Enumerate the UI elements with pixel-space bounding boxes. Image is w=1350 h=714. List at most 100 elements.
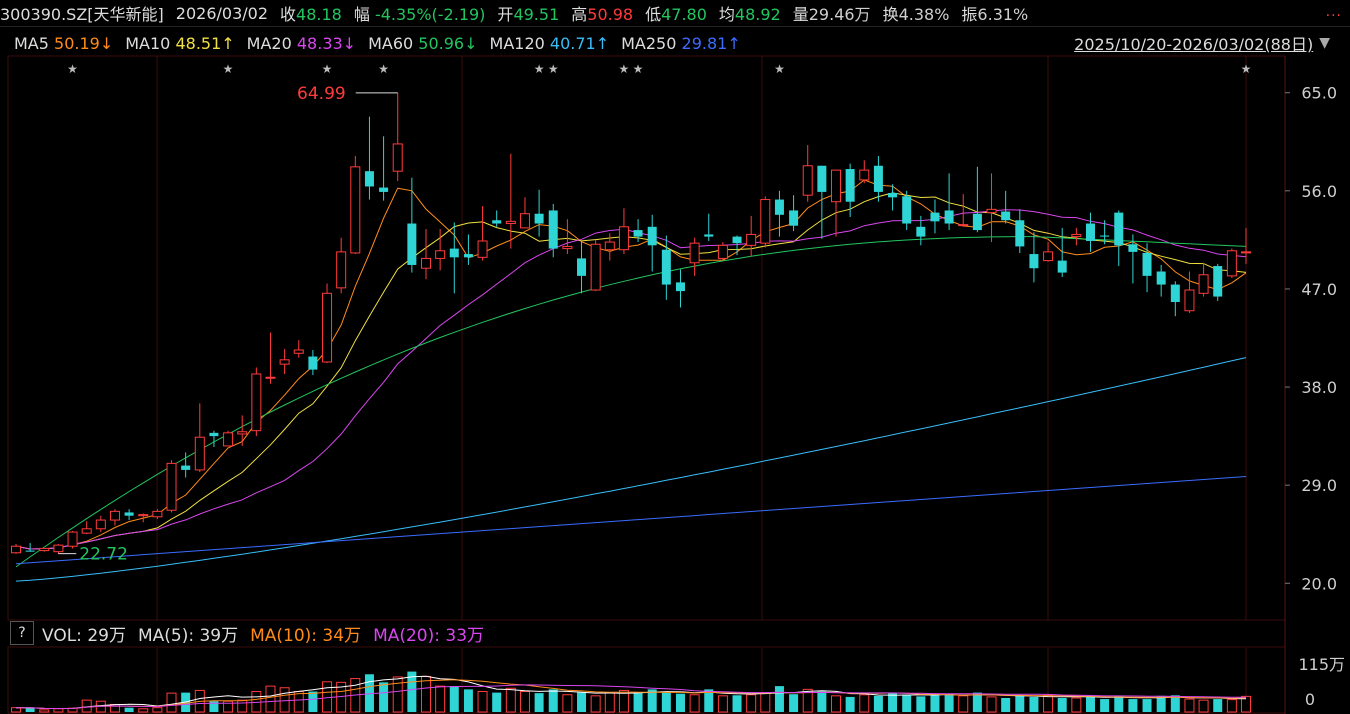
candle-body <box>138 514 149 517</box>
candle-body <box>1015 220 1025 247</box>
volume-bar <box>746 694 757 713</box>
candle-body <box>732 236 742 244</box>
volume-bar <box>774 686 784 712</box>
volume-bar <box>421 675 431 713</box>
volume-bar <box>1100 699 1110 712</box>
volume-bar <box>534 693 544 712</box>
stock-code[interactable]: 300390.SZ[天华新能] <box>0 5 164 24</box>
candle <box>902 190 912 231</box>
event-star-icon: ★ <box>67 62 78 76</box>
candle <box>916 215 926 246</box>
volume-bar <box>986 696 997 713</box>
volume-bars <box>11 671 1251 713</box>
candle-body <box>124 512 134 516</box>
candle <box>322 283 333 364</box>
candle-body <box>548 210 558 249</box>
candle-body <box>1156 271 1166 285</box>
volume-bar <box>633 693 643 712</box>
candle-body <box>1170 284 1180 303</box>
vol-ma5: MA(5): 39万 <box>137 625 239 646</box>
ma250-legend[interactable]: MA250 29.81↑ <box>621 33 741 53</box>
candle-body <box>505 220 516 225</box>
candle-body <box>152 510 163 518</box>
candle-body <box>802 165 813 196</box>
candle <box>11 544 21 554</box>
candle-body <box>1184 289 1195 312</box>
help-icon[interactable]: ? <box>10 621 34 645</box>
candle <box>1142 243 1152 293</box>
volume-bar <box>958 695 969 713</box>
candle <box>1085 212 1095 252</box>
candle <box>237 415 248 446</box>
candle <box>746 215 757 257</box>
ma20-line <box>15 209 1247 550</box>
volume-bar <box>577 692 587 712</box>
volume-bar <box>661 692 671 712</box>
candle <box>95 515 106 533</box>
candle-body <box>633 230 643 237</box>
more-icon[interactable]: ... <box>1325 4 1342 20</box>
volume-bar <box>888 692 898 712</box>
ma20-legend[interactable]: MA20 48.33↓ <box>246 33 357 53</box>
volume-bar <box>293 691 304 713</box>
volume-bar <box>39 709 50 713</box>
volume-bar <box>1057 697 1067 712</box>
price-axis: 65.0 56.0 47.0 38.0 29.0 20.0 115万 0 <box>1284 56 1345 714</box>
volume-bar <box>618 689 629 713</box>
volume-bar <box>1029 696 1039 712</box>
ma120-legend[interactable]: MA120 40.71↑ <box>489 33 610 53</box>
volume-bar <box>322 681 333 713</box>
date-range-selector[interactable]: 2025/10/20-2026/03/02(88日) ▼ <box>1074 30 1330 56</box>
candle <box>774 190 784 237</box>
candle <box>138 513 149 523</box>
date-range-text[interactable]: 2025/10/20-2026/03/02(88日) <box>1074 35 1314 54</box>
candle <box>972 166 982 233</box>
volume-bar <box>449 686 459 712</box>
candle-body <box>379 187 389 192</box>
volume-bar <box>308 691 318 712</box>
candle <box>873 155 883 202</box>
candle <box>194 403 205 473</box>
vol-ma20: MA(20): 33万 <box>373 625 485 646</box>
candle <box>590 239 601 292</box>
ma60-legend[interactable]: MA60 50.96↓ <box>368 33 478 53</box>
chart-grid <box>7 55 1286 714</box>
volume-legend: ? VOL: 29万 MA(5): 39万 MA(10): 34万 MA(20)… <box>0 619 1350 647</box>
candle-body <box>972 213 982 231</box>
candle-body <box>293 349 304 354</box>
candle-body <box>81 528 92 534</box>
candle <box>463 234 473 265</box>
candle-body <box>53 544 64 553</box>
candle-body <box>604 241 615 251</box>
candle-body <box>562 245 573 250</box>
candle-body <box>888 193 898 198</box>
candle <box>166 460 177 513</box>
candle <box>477 206 488 261</box>
candle <box>760 196 771 248</box>
candle <box>308 349 318 376</box>
event-star-icon: ★ <box>1241 62 1252 76</box>
candle-body <box>859 169 870 181</box>
candle <box>1128 234 1138 284</box>
candle-body <box>746 233 757 246</box>
ma5-legend[interactable]: MA5 50.19↓ <box>14 33 114 53</box>
candle <box>67 530 78 549</box>
candle-body <box>831 169 841 203</box>
candle <box>831 169 841 237</box>
candle <box>633 219 643 243</box>
volume-bar <box>152 707 163 713</box>
candle-body <box>1142 252 1152 276</box>
candle <box>392 92 403 182</box>
dropdown-triangle-icon[interactable]: ▼ <box>1319 35 1330 51</box>
candle-body <box>1043 251 1054 262</box>
candle-body <box>435 250 446 259</box>
volume-bar <box>1213 699 1223 712</box>
volume-tick-label: 115万 <box>1298 655 1345 674</box>
ma10-legend[interactable]: MA10 48.51↑ <box>125 33 235 53</box>
event-star-icon: ★ <box>633 62 644 76</box>
volume-bar <box>1184 698 1195 713</box>
vol-ma5-line <box>16 675 1247 710</box>
candle <box>845 163 855 217</box>
